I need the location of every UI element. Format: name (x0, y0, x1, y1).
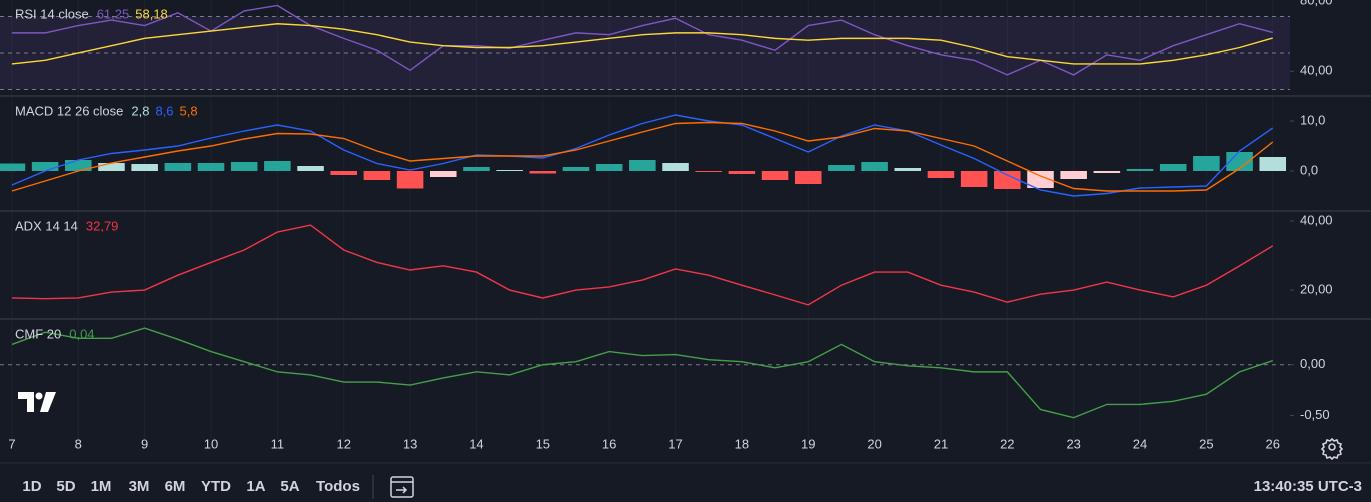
histogram-bar (330, 171, 358, 175)
histogram-bar (230, 162, 258, 171)
settings-gear[interactable] (1320, 437, 1344, 461)
histogram-bar (496, 170, 523, 171)
x-tick-label: 9 (141, 436, 148, 451)
x-tick-label: 15 (536, 436, 550, 451)
histogram-bar (1093, 171, 1121, 173)
y-tick-label: 0,0 (1300, 162, 1318, 177)
x-tick-label: 26 (1266, 436, 1280, 451)
clock: 13:40:35 UTC-3 (1254, 478, 1362, 495)
histogram-bar (1226, 152, 1253, 171)
x-tick-label: 25 (1199, 436, 1213, 451)
y-tick-label: 10,0 (1300, 112, 1325, 127)
series-line (11, 23, 1273, 65)
histogram-bar (1126, 169, 1154, 171)
legend-value: 2,8 (131, 103, 149, 118)
x-tick-label: 22 (1000, 436, 1014, 451)
histogram-bar (894, 168, 922, 171)
histogram-bar (463, 167, 490, 171)
tradingview-logo (18, 392, 56, 412)
series-line (11, 327, 1273, 419)
series-line (11, 224, 1274, 306)
x-tick-label: 12 (337, 436, 351, 451)
legend-value: 0,04 (69, 326, 94, 341)
range-button[interactable]: 1A (246, 478, 265, 495)
range-button[interactable]: 1D (22, 478, 41, 495)
x-tick-label: 23 (1066, 436, 1080, 451)
histogram-bar (529, 171, 557, 174)
histogram-bar (264, 161, 291, 171)
histogram-bar (960, 171, 988, 187)
y-tick-label: 40,00 (1300, 212, 1333, 227)
series-line (11, 4, 1273, 76)
indicator-title: CMF 20 (15, 326, 61, 341)
histogram-bar (761, 171, 789, 180)
range-button[interactable]: YTD (201, 478, 231, 495)
histogram-bar (131, 164, 158, 171)
histogram-bar (927, 171, 955, 178)
histogram-bar (65, 160, 92, 171)
y-tick-label: 80,00 (1300, 0, 1333, 7)
series-line (11, 121, 1274, 192)
histogram-bar (794, 171, 822, 184)
x-tick-label: 8 (75, 436, 82, 451)
histogram-bar (728, 171, 756, 174)
legend-value: 8,6 (155, 103, 173, 118)
indicator-title: ADX 14 14 (15, 218, 78, 233)
x-tick-label: 16 (602, 436, 616, 451)
histogram-bar (31, 162, 59, 171)
histogram-bar (662, 163, 689, 171)
histogram-bar (297, 166, 324, 171)
indicator-title: RSI 14 close (15, 6, 89, 21)
x-tick-label: 24 (1133, 436, 1147, 451)
histogram-bar (363, 171, 391, 180)
histogram-bar (1060, 171, 1087, 179)
histogram-bar (197, 163, 225, 171)
range-button[interactable]: 6M (165, 478, 186, 495)
legend-value: 58,18 (135, 6, 168, 21)
histogram-bar (1193, 156, 1220, 171)
range-button[interactable]: 5A (280, 478, 299, 495)
histogram-bar (1259, 157, 1287, 171)
histogram-bar (629, 160, 656, 171)
x-tick-label: 7 (8, 436, 15, 451)
date-range-button[interactable] (390, 476, 414, 498)
y-tick-label: 20,00 (1300, 281, 1333, 296)
x-tick-label: 19 (801, 436, 815, 451)
x-tick-label: 20 (867, 436, 881, 451)
histogram-bar (1027, 171, 1054, 188)
y-tick-label: 40,00 (1300, 63, 1333, 78)
histogram-bar (695, 171, 722, 172)
histogram-bar (396, 171, 424, 189)
x-tick-label: 14 (469, 436, 483, 451)
indicator-title: MACD 12 26 close (15, 103, 123, 118)
legend-value: 32,79 (86, 218, 119, 233)
histogram-bar (828, 165, 855, 171)
x-tick-label: 17 (668, 436, 682, 451)
x-tick-label: 10 (204, 436, 218, 451)
histogram-bar (1159, 164, 1187, 171)
x-tick-label: 11 (271, 436, 285, 451)
series-line (11, 114, 1274, 197)
legend-value: 61,25 (97, 6, 130, 21)
y-tick-label: -0,50 (1300, 407, 1330, 422)
range-button[interactable]: Todos (316, 478, 360, 495)
histogram-bar (164, 163, 192, 171)
histogram-bar (595, 164, 623, 171)
y-tick-label: 0,00 (1300, 356, 1325, 371)
histogram-bar (994, 171, 1021, 189)
x-tick-label: 18 (735, 436, 749, 451)
range-button[interactable]: 3M (129, 478, 150, 495)
legend-value: 5,8 (180, 103, 198, 118)
histogram-bar (430, 171, 457, 177)
histogram-bar (861, 162, 888, 171)
range-button[interactable]: 1M (91, 478, 112, 495)
range-button[interactable]: 5D (56, 478, 75, 495)
x-tick-label: 21 (934, 436, 948, 451)
histogram-bar (0, 163, 26, 171)
histogram-bar (98, 163, 125, 171)
x-tick-label: 13 (403, 436, 417, 451)
histogram-bar (562, 167, 590, 171)
